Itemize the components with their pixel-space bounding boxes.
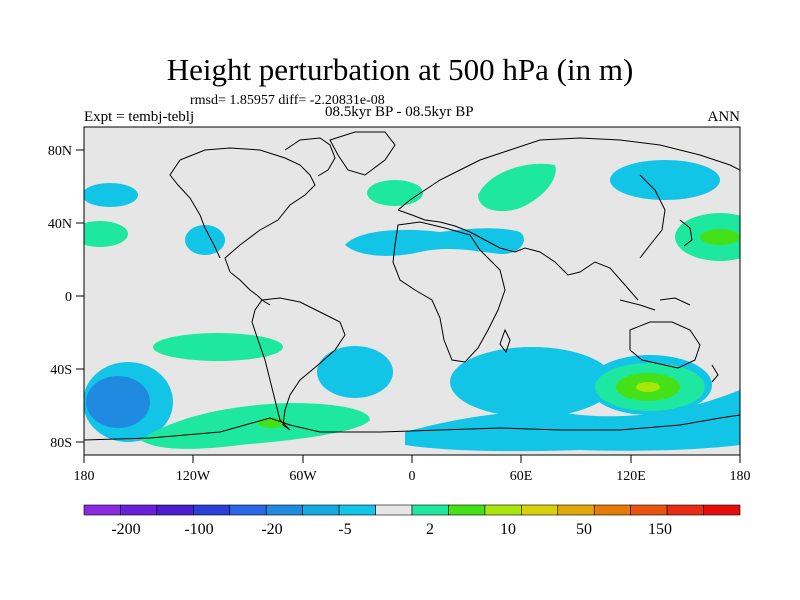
contour-cyan xyxy=(450,347,614,417)
lon-tick-label: 180 xyxy=(730,469,751,484)
colorbar-swatch xyxy=(120,504,158,516)
season-label: ANN xyxy=(707,109,741,125)
lon-tick-label: 60W xyxy=(289,469,317,484)
lon-tick-label: 120E xyxy=(616,469,646,484)
colorbar-swatch xyxy=(666,504,704,516)
lon-tick-label: 60E xyxy=(510,469,533,484)
lat-tick-label: 40S xyxy=(50,363,72,378)
experiment-label: Expt = tembj-teblj xyxy=(84,109,195,125)
colorbar-label: 10 xyxy=(500,521,516,538)
colorbar-swatch xyxy=(193,504,231,516)
colorbar-label: 2 xyxy=(426,521,434,538)
colorbar xyxy=(83,504,741,516)
colorbar-swatch xyxy=(411,504,449,516)
colorbar-swatch xyxy=(338,504,376,516)
colorbar-label: 50 xyxy=(576,521,592,538)
colorbar-swatch xyxy=(265,504,303,516)
colorbar-label: -5 xyxy=(338,521,351,538)
colorbar-swatch xyxy=(703,504,741,516)
map-panel: 180 120W 60W 0 60E 120E 180 80N 40N 0 40… xyxy=(48,126,751,484)
colorbar-label: -100 xyxy=(184,521,213,538)
tick-marks xyxy=(76,149,741,463)
contour-green xyxy=(153,333,283,361)
lon-tick-label: 120W xyxy=(176,469,211,484)
colorbar-swatch xyxy=(557,504,595,516)
lat-tick-label: 80S xyxy=(50,436,72,451)
contour-yellow xyxy=(636,382,660,392)
colorbar-swatch xyxy=(630,504,668,516)
colorbar-swatch xyxy=(229,504,267,516)
comparison-label: 08.5kyr BP - 08.5kyr BP xyxy=(325,104,474,120)
contour-lime xyxy=(258,418,286,428)
contour-cyan xyxy=(185,225,225,255)
contour-cyan xyxy=(84,183,138,207)
contour-lime xyxy=(700,229,740,245)
contour-fields xyxy=(84,131,740,452)
colorbar-swatch xyxy=(156,504,194,516)
contour-green xyxy=(140,403,370,449)
colorbar-swatch xyxy=(448,504,486,516)
contour-blue xyxy=(86,376,150,428)
colorbar-swatch xyxy=(375,504,413,516)
colorbar-swatch xyxy=(593,504,631,516)
colorbar-swatch xyxy=(302,504,340,516)
colorbar-label: -200 xyxy=(111,521,140,538)
contour-green xyxy=(84,221,128,247)
lon-tick-label: 180 xyxy=(74,469,95,484)
contour-green xyxy=(367,180,423,206)
contour-cyan xyxy=(317,346,393,398)
lat-tick-label: 0 xyxy=(65,290,72,305)
colorbar-swatch xyxy=(484,504,522,516)
contour-cyan xyxy=(405,390,740,452)
contour-green xyxy=(478,163,556,212)
stats-line: rmsd= 1.85957 diff= -2.20831e-08 xyxy=(190,93,385,108)
coastlines xyxy=(84,131,740,441)
lon-tick-label: 0 xyxy=(409,469,416,484)
lat-tick-label: 40N xyxy=(48,217,72,232)
contour-cyan xyxy=(610,160,720,200)
colorbar-swatch xyxy=(521,504,559,516)
colorbar-swatch xyxy=(83,504,121,516)
map-title: Height perturbation at 500 hPa (in m) xyxy=(166,52,634,87)
lat-tick-label: 80N xyxy=(48,144,72,159)
colorbar-label: 150 xyxy=(648,521,672,538)
colorbar-label: -20 xyxy=(261,521,282,538)
